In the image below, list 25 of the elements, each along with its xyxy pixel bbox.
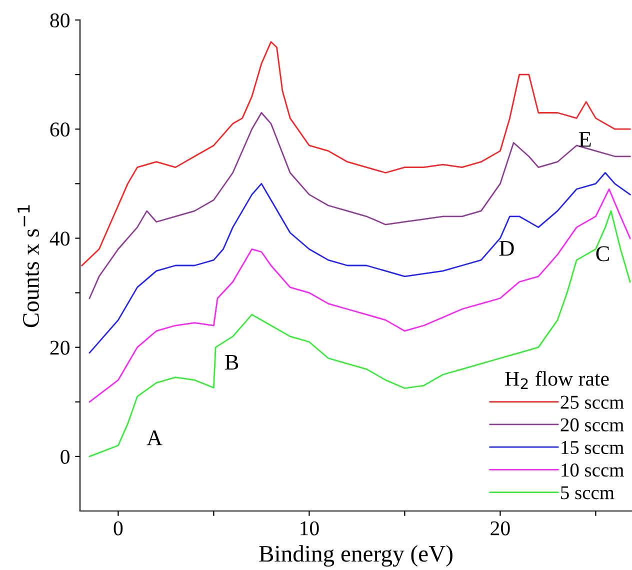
y-tick-label: 80 (50, 13, 70, 28)
line-series (88, 172, 631, 354)
line-series (88, 112, 631, 299)
legend-title: H$_{2}$ flow rate (505, 370, 609, 390)
legend-label: 5 sccm (561, 486, 614, 500)
annotation: A (146, 430, 162, 446)
annotation: E (578, 132, 591, 147)
x-tick-label: 0 (114, 521, 123, 536)
legend-label: 15 sccm (562, 441, 624, 454)
y-tick-label: 40 (50, 232, 70, 246)
y-tick-label: 0 (60, 450, 70, 464)
annotation: C (596, 246, 609, 262)
y-tick-label: 60 (50, 122, 70, 137)
y-axis-title: Counts x s$^{−1}$ (18, 205, 39, 328)
x-axis-title: Binding energy (eV) (259, 545, 452, 567)
legend-label: 25 sccm (560, 396, 624, 409)
y-tick-label: 20 (50, 340, 70, 355)
annotation: B (225, 354, 238, 370)
legend-label: 10 sccm (562, 464, 624, 477)
x-tick-label: 20 (490, 521, 510, 536)
x-tick-label: 10 (300, 521, 319, 536)
legend-label: 20 sccm (560, 418, 624, 432)
line-series (88, 210, 631, 458)
line-series (81, 41, 631, 266)
annotation: D (499, 241, 514, 256)
